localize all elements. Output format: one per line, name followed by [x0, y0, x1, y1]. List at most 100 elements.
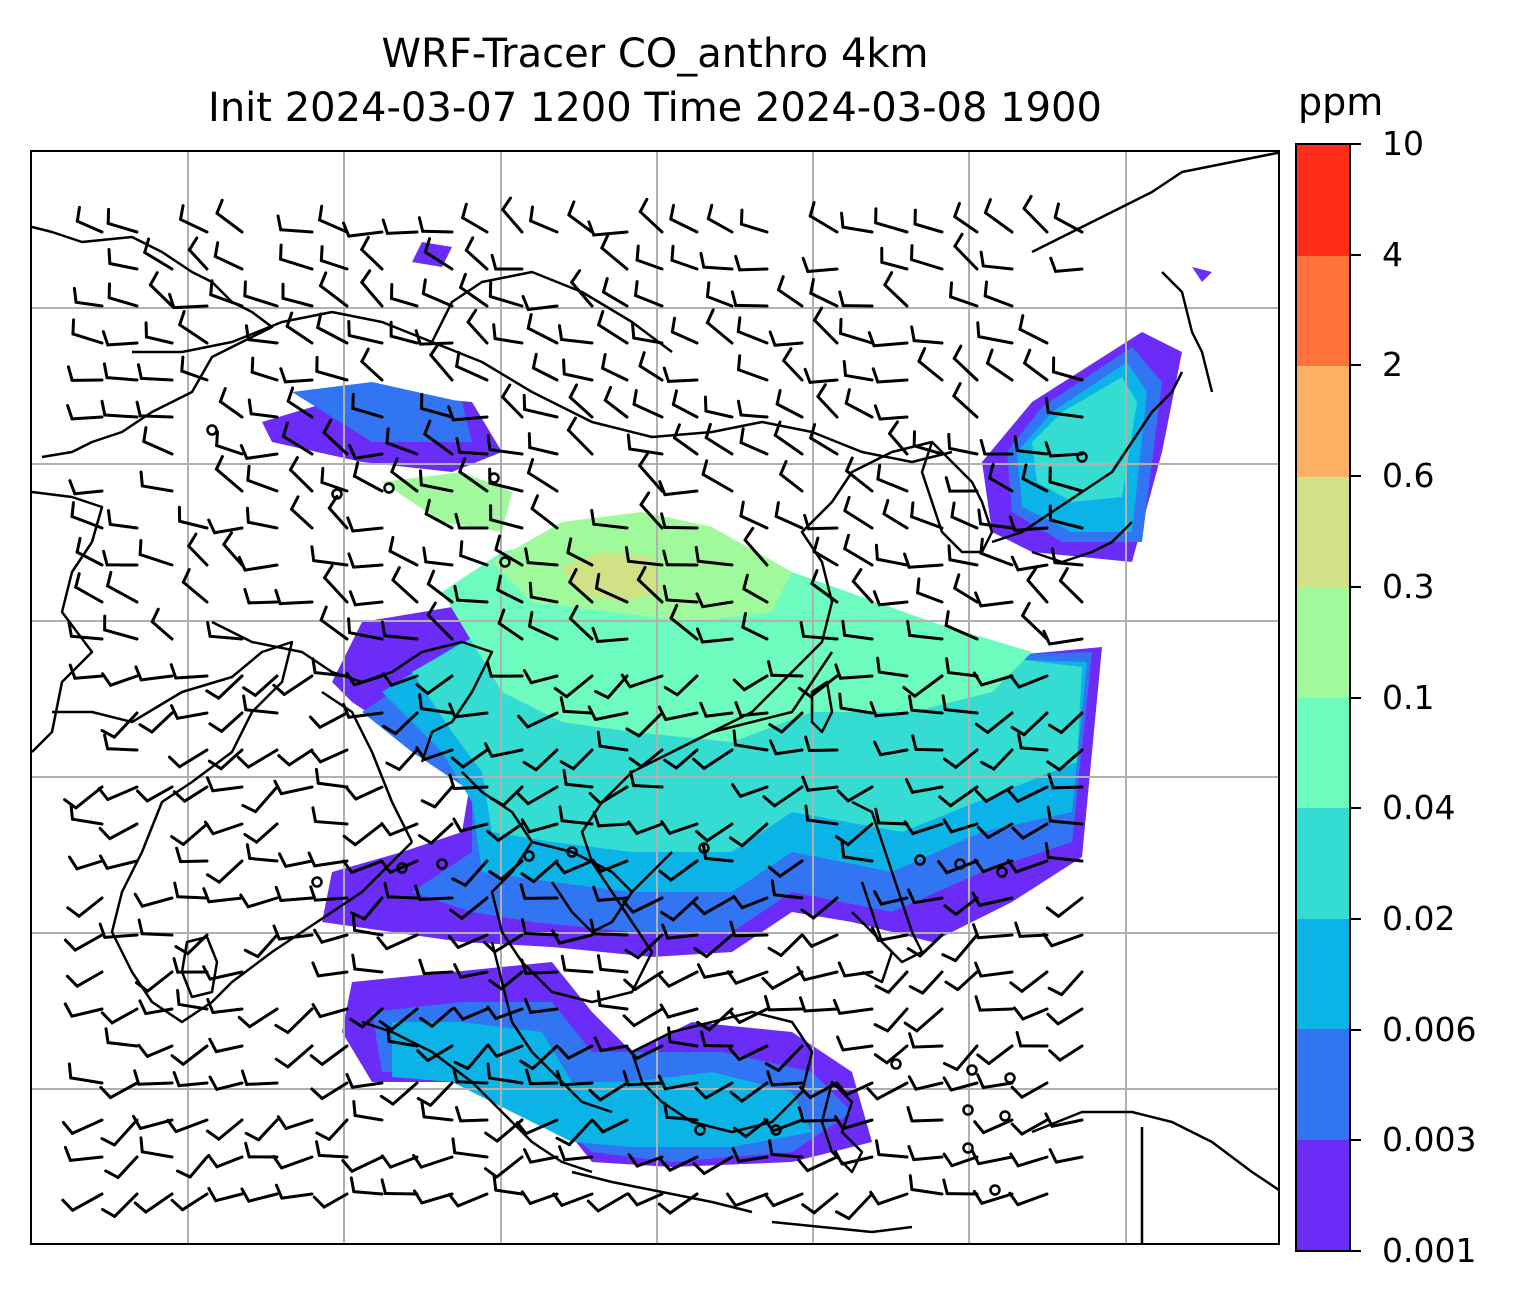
wind-barb [345, 785, 384, 801]
map-canvas [32, 152, 1278, 1243]
wind-barb [347, 552, 384, 569]
map-plot-area[interactable] [30, 150, 1280, 1245]
wind-barb [974, 961, 1014, 978]
wind-barb [669, 203, 699, 234]
wind-barb [454, 512, 489, 530]
wind-barb [416, 1081, 454, 1107]
wind-barb [810, 569, 839, 604]
wind-barb [949, 281, 979, 308]
coastline-segment [1161, 271, 1214, 393]
wind-barb [908, 1032, 944, 1049]
wind-barb [592, 1118, 629, 1134]
wind-barb [414, 884, 454, 901]
wind-barb [908, 1174, 944, 1196]
wind-barb [906, 888, 944, 905]
wind-barb [591, 626, 629, 644]
colorbar-segment [1297, 366, 1349, 477]
calm-wind-circle [499, 556, 511, 568]
wind-barb [732, 674, 769, 692]
wind-barb [835, 1192, 874, 1220]
wind-barb [449, 896, 489, 920]
wind-barb [376, 933, 419, 951]
wind-barb [170, 704, 209, 720]
wind-barb [310, 545, 349, 567]
wind-barb [520, 1190, 559, 1205]
wind-barb [315, 355, 349, 382]
wind-barb [973, 858, 1014, 874]
wind-barb [74, 572, 104, 604]
wind-barb [729, 920, 769, 938]
wind-barb [1009, 970, 1049, 993]
wind-barb [589, 918, 629, 937]
wind-barb [360, 269, 384, 308]
wind-barb [944, 476, 979, 493]
colorbar-tick-mark [1351, 1139, 1361, 1142]
wind-barb [277, 748, 314, 767]
wind-barb [987, 462, 1014, 493]
wind-barb [243, 587, 279, 605]
wind-barb [208, 1037, 244, 1054]
wind-barb [874, 970, 909, 994]
wind-barb [950, 501, 979, 530]
calm-wind-circle [523, 850, 535, 862]
wind-barb [100, 1192, 139, 1218]
wind-barb [570, 269, 594, 308]
wind-barb [1045, 896, 1084, 918]
wind-barb [71, 318, 104, 345]
wind-barb [350, 896, 384, 921]
wind-barb [659, 1155, 699, 1172]
wind-barb [455, 436, 489, 456]
calm-wind-circle [698, 842, 710, 854]
wind-barb [274, 885, 314, 902]
wind-barb [662, 584, 699, 604]
wind-barb [415, 674, 454, 695]
wind-barb [635, 244, 664, 271]
wind-barb [832, 998, 874, 1015]
wind-barb [972, 1189, 1014, 1205]
wind-barb [420, 785, 454, 809]
wind-barb [273, 779, 314, 796]
colorbar-tick-label: 0.3 [1382, 566, 1435, 606]
wind-barb [976, 1044, 1014, 1066]
calm-wind-circle [966, 1064, 978, 1076]
wind-barb [136, 363, 174, 382]
wind-barb [314, 767, 349, 789]
wind-barb [907, 1145, 944, 1162]
wind-barb [903, 552, 944, 569]
wind-barb [559, 696, 594, 715]
wind-barb [660, 512, 699, 530]
wind-barb [816, 383, 839, 419]
wind-barb [388, 535, 419, 567]
wind-barb [797, 674, 839, 699]
calm-wind-circle [1004, 1072, 1016, 1084]
wind-barb [347, 617, 384, 641]
wind-barb [175, 1155, 209, 1179]
wind-barb [483, 1155, 524, 1179]
calm-wind-circle [954, 858, 966, 870]
wind-barb [379, 1081, 419, 1106]
wind-barb [522, 748, 559, 772]
wind-barb [169, 663, 209, 680]
wind-barb [903, 1007, 944, 1033]
wind-barb [703, 395, 734, 419]
wind-barb [636, 565, 664, 604]
wind-barb [952, 344, 979, 382]
wind-barb [555, 1118, 594, 1147]
wind-barb [138, 539, 174, 567]
wind-barb [942, 1178, 979, 1196]
wind-barb [239, 893, 279, 909]
wind-barb [837, 961, 874, 978]
wind-barb [1051, 356, 1084, 382]
wind-barb [840, 211, 874, 234]
wind-barb [834, 1150, 874, 1166]
wind-barb [168, 292, 209, 310]
wind-barb [486, 434, 524, 456]
wind-barb [974, 711, 1014, 734]
wind-barb [917, 347, 944, 382]
wind-barb [631, 322, 664, 345]
wind-barb [1008, 1191, 1049, 1207]
wind-barb [528, 610, 559, 641]
wind-barb [490, 253, 524, 271]
wind-barb [888, 420, 909, 456]
wind-barb [380, 859, 419, 874]
